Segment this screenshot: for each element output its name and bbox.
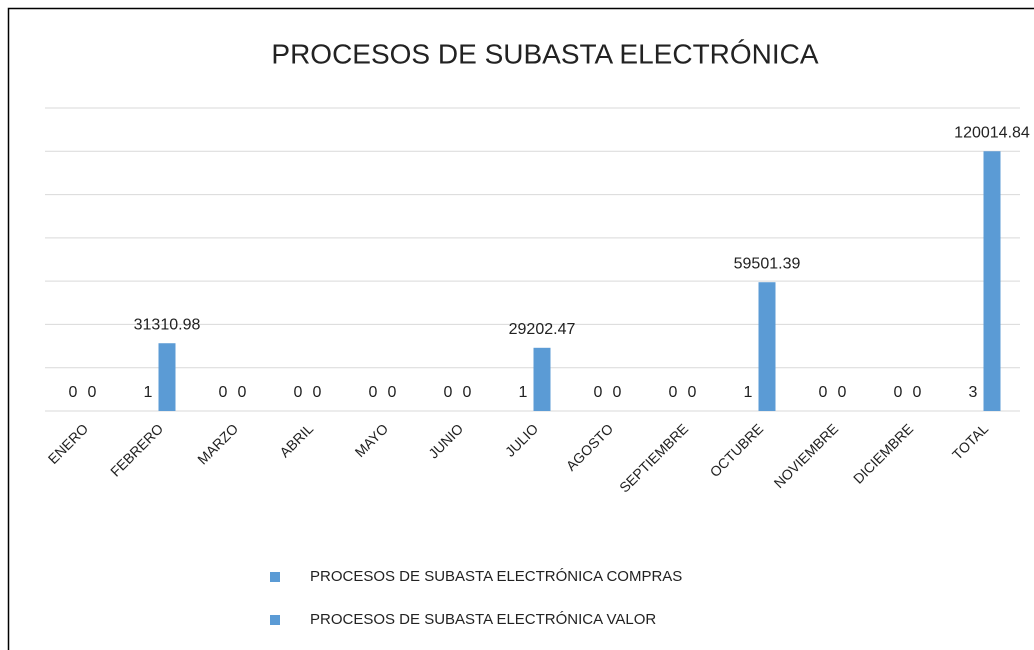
data-label: 0 [69, 384, 78, 401]
legend-label: PROCESOS DE SUBASTA ELECTRÓNICA VALOR [310, 611, 656, 628]
data-label: 120014.84 [954, 124, 1030, 141]
bar [533, 347, 551, 411]
data-label: 0 [669, 384, 678, 401]
bar [158, 343, 176, 411]
legend-swatch [270, 572, 280, 582]
data-label: 0 [819, 384, 828, 401]
data-label: 0 [294, 384, 303, 401]
data-label: 1 [519, 384, 528, 401]
data-label: 0 [913, 384, 922, 401]
data-label: 3 [969, 384, 978, 401]
legend-label: PROCESOS DE SUBASTA ELECTRÓNICA COMPRAS [310, 568, 682, 585]
data-label: 0 [838, 384, 847, 401]
data-label: 0 [894, 384, 903, 401]
bar [758, 282, 776, 411]
data-label: 0 [388, 384, 397, 401]
data-label: 59501.39 [734, 255, 801, 272]
data-label: 0 [238, 384, 247, 401]
data-label: 0 [613, 384, 622, 401]
data-label: 1 [744, 384, 753, 401]
data-label: 0 [444, 384, 453, 401]
data-label: 0 [369, 384, 378, 401]
data-label: 0 [313, 384, 322, 401]
chart-frame [7, 7, 1034, 650]
data-label: 1 [144, 384, 153, 401]
legend-swatch [270, 615, 280, 625]
data-label: 0 [594, 384, 603, 401]
data-label: 0 [88, 384, 97, 401]
chart-title: PROCESOS DE SUBASTA ELECTRÓNICA [271, 38, 818, 69]
data-label: 0 [463, 384, 472, 401]
bar [983, 151, 1001, 411]
data-label: 29202.47 [509, 321, 576, 338]
data-label: 0 [219, 384, 228, 401]
data-label: 31310.98 [134, 316, 201, 333]
data-label: 0 [688, 384, 697, 401]
